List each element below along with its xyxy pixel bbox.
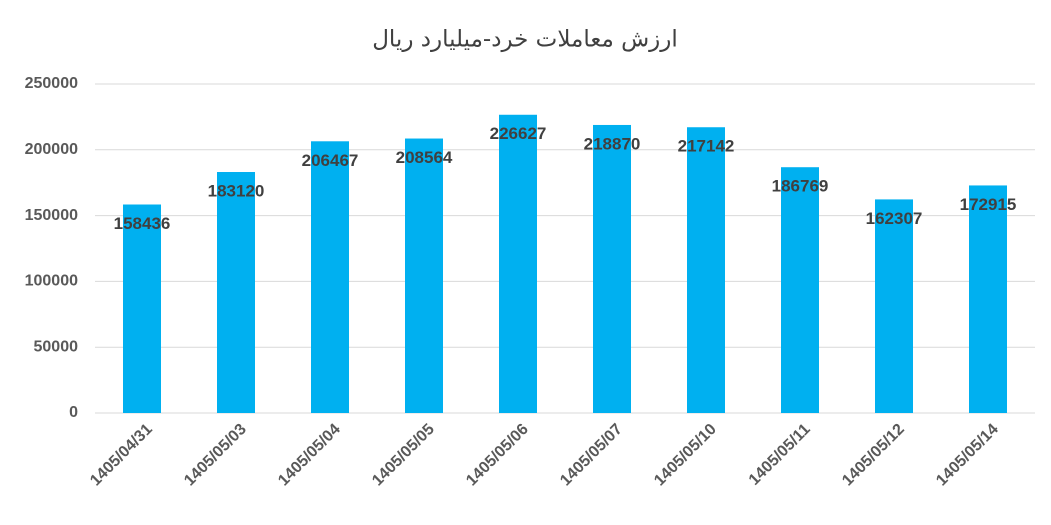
value-label: 226627 [490,124,547,143]
bar [217,172,255,413]
y-tick-label: 0 [69,404,78,421]
y-tick-label: 150000 [25,207,78,224]
y-tick-label: 100000 [25,273,78,290]
y-tick-label: 50000 [34,338,79,355]
bar [311,141,349,413]
value-label: 158436 [114,214,171,233]
bar [781,167,819,413]
bar [499,114,537,414]
bar [123,204,161,413]
value-label: 217142 [678,137,735,156]
bar [405,138,443,413]
chart-title: ارزش معاملات خرد-میلیارد ریال [372,27,678,53]
bar [593,124,631,414]
y-tick-label: 200000 [25,141,78,158]
value-label: 183120 [208,181,265,200]
value-label: 186769 [772,177,829,196]
value-label: 218870 [584,134,641,153]
value-label: 208564 [396,148,453,167]
bar [969,185,1007,413]
bar [687,127,725,414]
y-tick-label: 250000 [25,75,78,92]
bar [875,199,913,413]
value-label: 206467 [302,151,359,170]
value-label: 172915 [960,195,1017,214]
value-label: 162307 [866,209,923,228]
